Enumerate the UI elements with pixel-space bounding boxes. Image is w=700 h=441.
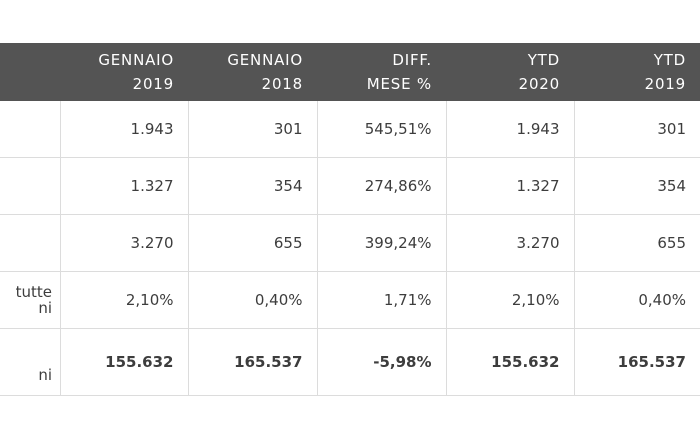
table-row: tutte ni 2,10% 0,40% 1,71% 2,10% 0,40% <box>0 271 700 329</box>
table-cell: 399,24% <box>317 214 447 272</box>
table-cell: 1.327 <box>60 157 189 215</box>
table-cell: 155.632 <box>60 328 189 396</box>
table-cell: 274,86% <box>317 157 447 215</box>
table-body: 1.943 301 545,51% 1.943 301 1.327 354 27… <box>0 101 700 396</box>
row-label-cell <box>0 214 61 272</box>
row-label-clip: ni <box>0 367 59 383</box>
row-label-line: ni <box>38 299 52 316</box>
table-cell: 0,40% <box>574 271 700 329</box>
header-line: 2019 <box>132 75 174 93</box>
table-cell: 545,51% <box>317 101 447 158</box>
header-cell-ytd-2019: YTD 2019 <box>574 43 700 101</box>
table-cell: 2,10% <box>60 271 189 329</box>
table-row: 3.270 655 399,24% 3.270 655 <box>0 214 700 272</box>
header-line: DIFF. <box>392 51 432 69</box>
header-cell-label <box>0 43 60 101</box>
header-cell-ytd-2020: YTD 2020 <box>446 43 574 101</box>
header-line: YTD <box>527 51 560 69</box>
table-cell: 3.270 <box>60 214 189 272</box>
table-cell: 655 <box>188 214 318 272</box>
table-cell: 165.537 <box>188 328 318 396</box>
header-cell-diff-mese: DIFF. MESE % <box>317 43 446 101</box>
table-cell: 155.632 <box>446 328 575 396</box>
table-row: 1.327 354 274,86% 1.327 354 <box>0 157 700 215</box>
table-cell: 165.537 <box>574 328 700 396</box>
table-cell: 0,40% <box>188 271 318 329</box>
row-label-cell: ni <box>0 328 61 396</box>
row-label-cell <box>0 157 61 215</box>
table-cell: 1.327 <box>446 157 575 215</box>
table-cell: 301 <box>188 101 318 158</box>
table-cell: 3.270 <box>446 214 575 272</box>
table-row: 1.943 301 545,51% 1.943 301 <box>0 101 700 158</box>
table-cell: -5,98% <box>317 328 447 396</box>
header-row: GENNAIO 2019 GENNAIO 2018 DIFF. MESE % Y… <box>0 43 700 101</box>
table-header: GENNAIO 2019 GENNAIO 2018 DIFF. MESE % Y… <box>0 43 700 101</box>
header-line: MESE % <box>366 75 432 93</box>
header-cell-gennaio-2018: GENNAIO 2018 <box>188 43 317 101</box>
table-cell: 1.943 <box>446 101 575 158</box>
data-table-container: GENNAIO 2019 GENNAIO 2018 DIFF. MESE % Y… <box>0 43 700 396</box>
table-cell: 354 <box>188 157 318 215</box>
row-label-cell <box>0 101 61 158</box>
table-row-total: ni 155.632 165.537 -5,98% 155.632 165.53… <box>0 328 700 396</box>
row-label-cell: tutte ni <box>0 271 61 329</box>
row-label-line: ni <box>38 367 52 383</box>
table-cell: 354 <box>574 157 700 215</box>
table-cell: 1,71% <box>317 271 447 329</box>
row-label-line: tutte <box>15 284 52 301</box>
table-cell: 655 <box>574 214 700 272</box>
header-line: YTD <box>653 51 686 69</box>
header-line: GENNAIO <box>98 51 174 69</box>
header-line: 2018 <box>261 75 303 93</box>
header-line: 2020 <box>518 75 560 93</box>
row-label-clip: tutte ni <box>0 284 59 316</box>
header-cell-gennaio-2019: GENNAIO 2019 <box>60 43 188 101</box>
table-cell: 2,10% <box>446 271 575 329</box>
table-cell: 1.943 <box>60 101 189 158</box>
header-line: GENNAIO <box>227 51 303 69</box>
header-line: 2019 <box>644 75 686 93</box>
data-table: GENNAIO 2019 GENNAIO 2018 DIFF. MESE % Y… <box>0 43 700 396</box>
table-cell: 301 <box>574 101 700 158</box>
